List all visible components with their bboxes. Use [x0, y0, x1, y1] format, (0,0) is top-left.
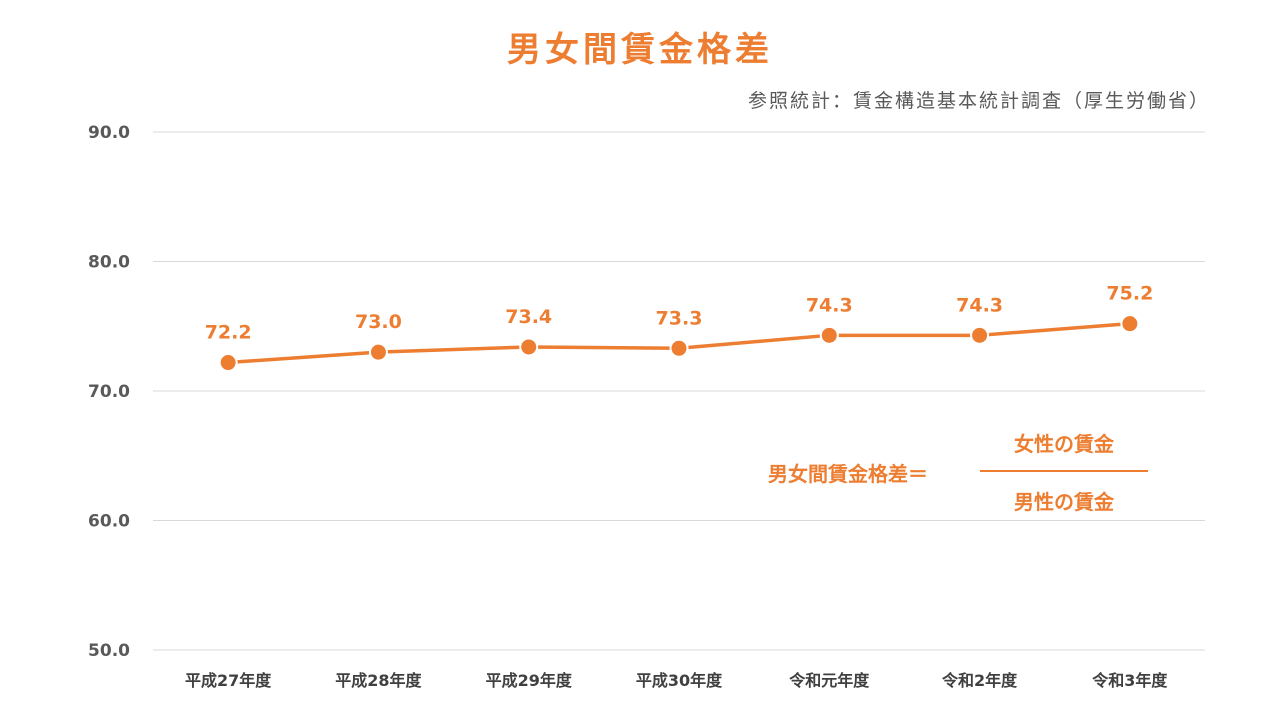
- x-tick-label: 平成28年度: [335, 671, 422, 690]
- y-axis-ticks: 50.0 60.0 70.0 80.0 90.0: [88, 123, 130, 661]
- data-point: [1120, 314, 1140, 334]
- formula-denominator: 男性の賃金: [1014, 490, 1114, 514]
- data-label: 74.3: [806, 294, 853, 316]
- data-point: [669, 338, 689, 358]
- x-tick-label: 平成29年度: [486, 671, 573, 690]
- data-point: [819, 325, 839, 345]
- data-point: [970, 325, 990, 345]
- y-tick-label: 60.0: [88, 512, 130, 532]
- x-tick-label: 平成30年度: [636, 671, 723, 690]
- x-tick-label: 令和3年度: [1091, 671, 1168, 690]
- data-label: 75.2: [1106, 283, 1153, 305]
- y-tick-label: 50.0: [88, 641, 130, 661]
- formula-label: 男女間賃金格差＝: [768, 462, 928, 486]
- chart-title: 男女間賃金格差: [507, 30, 773, 70]
- data-point: [368, 342, 388, 362]
- source-note: 参照統計：賃金構造基本統計調査（厚生労働省）: [747, 90, 1210, 112]
- data-label: 73.3: [656, 307, 703, 329]
- data-point: [218, 353, 238, 373]
- formula-fraction-bar: [980, 470, 1148, 472]
- data-labels: 72.2 73.0 73.4 73.3 74.3 74.3 75.2: [205, 283, 1154, 344]
- x-tick-label: 平成27年度: [185, 671, 272, 690]
- x-tick-label: 令和2年度: [941, 671, 1018, 690]
- series-wage-gap: [218, 314, 1140, 373]
- x-axis-ticks: 平成27年度 平成28年度 平成29年度 平成30年度 令和元年度 令和2年度 令和3年度: [185, 671, 1168, 690]
- gridlines: [153, 131, 1205, 651]
- data-label: 74.3: [956, 294, 1003, 316]
- data-point: [519, 337, 539, 357]
- y-tick-label: 90.0: [88, 123, 130, 143]
- formula-numerator: 女性の賃金: [1014, 432, 1114, 456]
- data-label: 72.2: [205, 322, 252, 344]
- y-tick-label: 70.0: [88, 382, 130, 402]
- x-tick-label: 令和元年度: [788, 671, 870, 690]
- y-tick-label: 80.0: [88, 253, 130, 273]
- data-label: 73.0: [355, 311, 402, 333]
- data-label: 73.4: [505, 306, 552, 328]
